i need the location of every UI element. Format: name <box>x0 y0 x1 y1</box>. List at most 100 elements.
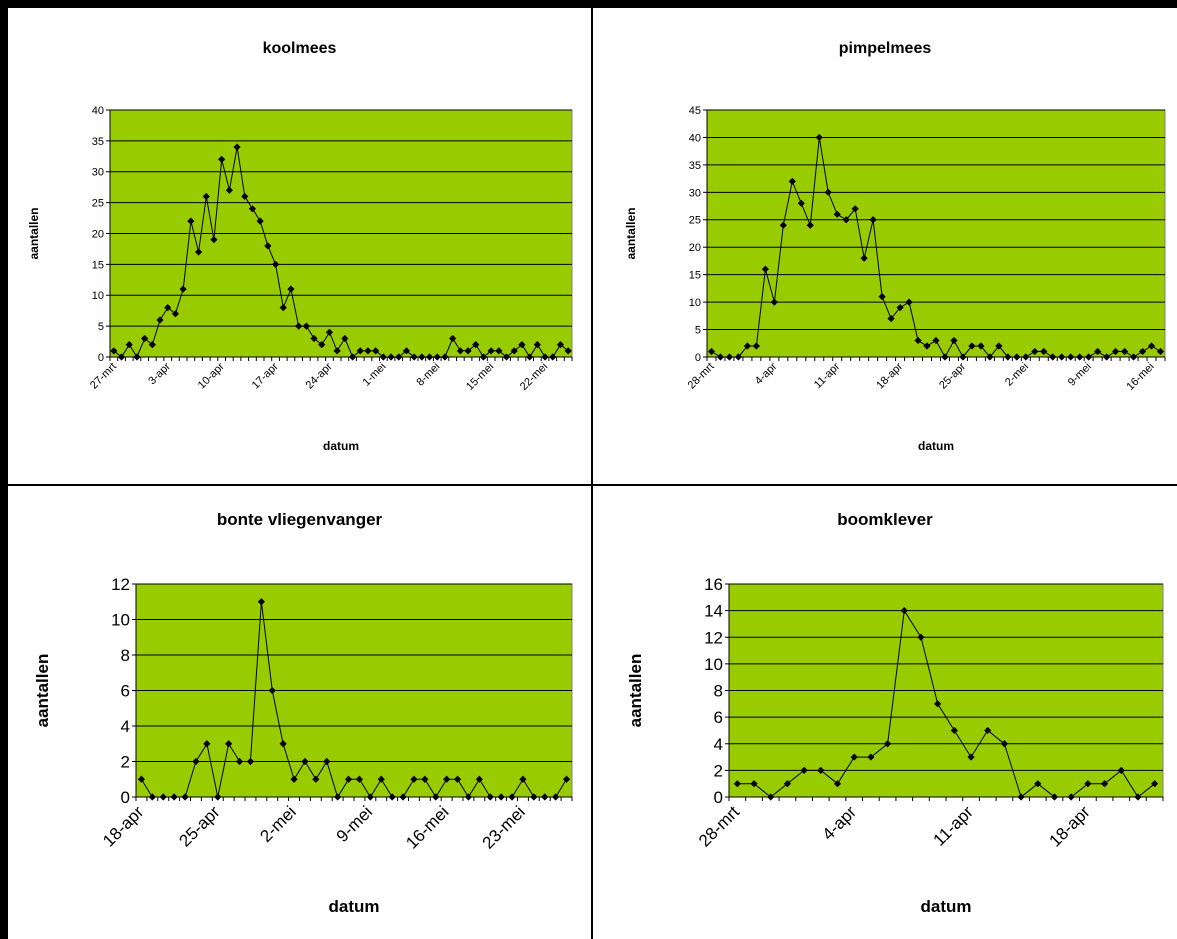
data-point <box>348 353 357 361</box>
y-tick-label: 0 <box>121 788 130 807</box>
data-point <box>456 347 464 355</box>
data-point <box>148 341 156 349</box>
data-point <box>1004 353 1012 361</box>
data-point <box>241 192 249 201</box>
data-point <box>1156 347 1165 356</box>
x-tick-label: 28-mrt <box>695 802 743 850</box>
data-point <box>486 793 494 801</box>
data-point <box>218 155 226 163</box>
y-tick-label: 8 <box>714 682 723 701</box>
data-point <box>833 210 841 218</box>
plot-area <box>706 109 1166 358</box>
data-point <box>210 236 218 244</box>
chart-bonte-vliegenvanger: bonte vliegenvanger 0 2 4 6 8 10 12 18-apr 25-apr… <box>33 510 573 916</box>
data-point <box>395 353 403 361</box>
y-tick-label: 4 <box>714 735 723 754</box>
data-point <box>959 353 967 361</box>
x-tick-label: 24-apr <box>304 360 335 391</box>
data-point <box>923 342 931 350</box>
y-tick-label: 10 <box>92 290 104 302</box>
y-tick-label: 6 <box>121 682 130 701</box>
y-tick-label: 14 <box>704 602 723 621</box>
data-point <box>233 143 241 151</box>
x-tick-label: 22-mei <box>518 361 550 393</box>
y-tick-label: 12 <box>111 575 130 594</box>
data-point <box>1120 347 1129 356</box>
data-point <box>995 342 1003 350</box>
data-point <box>475 775 483 783</box>
data-point <box>464 347 472 355</box>
y-tick-label: 25 <box>689 215 701 227</box>
data-point <box>225 740 233 748</box>
data-point <box>900 607 908 615</box>
data-point <box>1031 347 1039 356</box>
data-point <box>301 757 309 766</box>
data-point <box>137 775 146 783</box>
data-point <box>941 353 949 361</box>
data-point <box>364 347 372 355</box>
x-tick-label: 4-apr <box>753 360 780 387</box>
x-axis-label: datum <box>329 897 380 916</box>
data-point <box>968 342 976 350</box>
y-tick-label: 0 <box>714 788 723 807</box>
data-point <box>225 186 233 194</box>
x-tick-label: 3-apr <box>146 360 173 387</box>
data-point <box>752 342 760 350</box>
x-tick-label: 9-mei <box>1066 361 1094 389</box>
y-tick-label: 8 <box>121 646 130 665</box>
chart-koolmees: koolmees 0 5 10 15 20 25 30 35 40 27-mrt 3-apr 10-ap… <box>27 40 573 453</box>
chart-pimpelmees: pimpelmees 0 5 10 15 20 25 30 35 40 45 28-mrt 4-apr 1… <box>624 40 1166 453</box>
y-tick-label: 4 <box>121 717 130 736</box>
data-point <box>869 216 877 224</box>
chart-boomklever: boomklever 0 2 4 6 8 10 12 14 16 28-mrt 4-apr 11-apr… <box>626 510 1164 916</box>
data-point <box>156 316 164 324</box>
data-point <box>302 322 310 330</box>
data-point <box>214 793 222 801</box>
chart-title: boomklever <box>837 510 933 529</box>
data-point <box>159 793 167 801</box>
data-point <box>203 740 211 748</box>
data-point <box>562 775 571 783</box>
data-point <box>171 310 180 318</box>
data-point <box>334 793 342 801</box>
x-tick-label: 23-mei <box>479 802 529 852</box>
y-tick-label: 30 <box>689 187 701 199</box>
x-tick-label: 15-mei <box>464 361 496 393</box>
x-tick-label: 4-apr <box>819 802 861 844</box>
y-tick-label: 2 <box>121 753 130 772</box>
data-point <box>355 775 364 783</box>
x-axis-label: datum <box>323 439 359 453</box>
y-axis-label: aantallen <box>626 654 645 728</box>
y-tick-label: 12 <box>704 628 723 647</box>
chart-title: pimpelmees <box>839 40 932 57</box>
data-point <box>164 304 172 312</box>
y-tick-label: 10 <box>704 655 723 674</box>
data-point <box>125 341 133 349</box>
vertical-divider <box>591 8 593 939</box>
data-point <box>1000 740 1009 748</box>
y-tick-label: 15 <box>689 270 701 282</box>
data-point <box>271 260 280 268</box>
data-point <box>519 775 527 783</box>
data-point <box>1117 766 1125 774</box>
data-point <box>410 353 418 361</box>
data-point <box>443 775 451 783</box>
data-point <box>310 334 318 343</box>
data-point <box>453 775 462 783</box>
data-point <box>290 775 298 783</box>
data-point <box>950 726 958 735</box>
data-point <box>487 347 495 355</box>
data-point <box>1085 353 1093 361</box>
data-point <box>1129 353 1138 361</box>
data-point <box>418 353 426 361</box>
horizontal-divider <box>8 484 1177 486</box>
data-point <box>770 298 778 306</box>
data-point <box>366 793 374 801</box>
y-axis-label: aantallen <box>27 207 41 259</box>
y-tick-label: 10 <box>111 611 130 630</box>
data-point <box>402 347 411 355</box>
data-point <box>549 353 557 361</box>
data-point <box>264 242 272 250</box>
data-point <box>344 775 353 783</box>
data-point <box>530 793 538 801</box>
